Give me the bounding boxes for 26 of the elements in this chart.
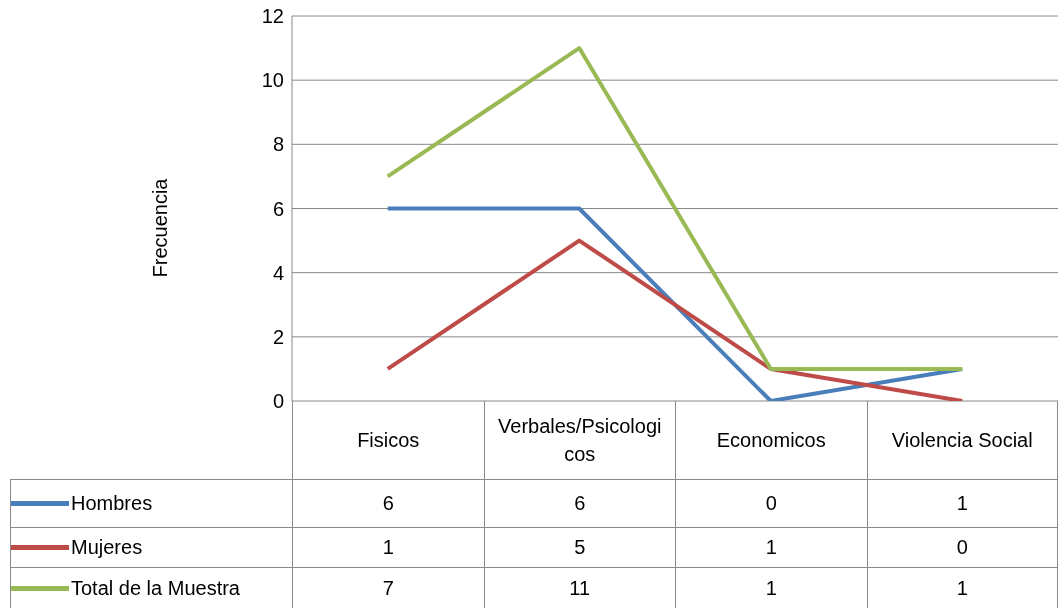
y-tick-label: 0 (272, 390, 284, 413)
data-label: 11 (483, 567, 675, 608)
data-label: 1 (675, 567, 867, 608)
data-label: 1 (675, 527, 867, 567)
legend-label: Hombres (71, 492, 153, 515)
y-tick-label: 8 (272, 133, 284, 156)
data-label: 0 (675, 479, 867, 527)
data-label: 5 (483, 527, 675, 567)
data-label: 6 (483, 479, 675, 527)
y-tick-label: 6 (272, 197, 284, 220)
x-tick-label: Fisicos (292, 401, 484, 479)
x-tick-label: Verbales/Psicologicos (483, 401, 675, 479)
data-label: 0 (866, 527, 1058, 567)
y-axis-title: Frecuencia (148, 178, 172, 278)
y-tick-label: 10 (261, 69, 284, 92)
data-label: 1 (866, 479, 1058, 527)
x-tick-label: Economicos (675, 401, 867, 479)
legend-label: Mujeres (71, 536, 143, 559)
y-tick-label: 4 (272, 261, 284, 284)
data-label: 1 (866, 567, 1058, 608)
legend-label: Total de la Muestra (71, 576, 240, 600)
x-tick-label: Violencia Social (866, 401, 1058, 479)
data-label: 7 (292, 567, 484, 608)
data-label: 1 (292, 527, 484, 567)
y-tick-label: 12 (261, 5, 284, 28)
y-tick-label: 2 (272, 325, 284, 348)
